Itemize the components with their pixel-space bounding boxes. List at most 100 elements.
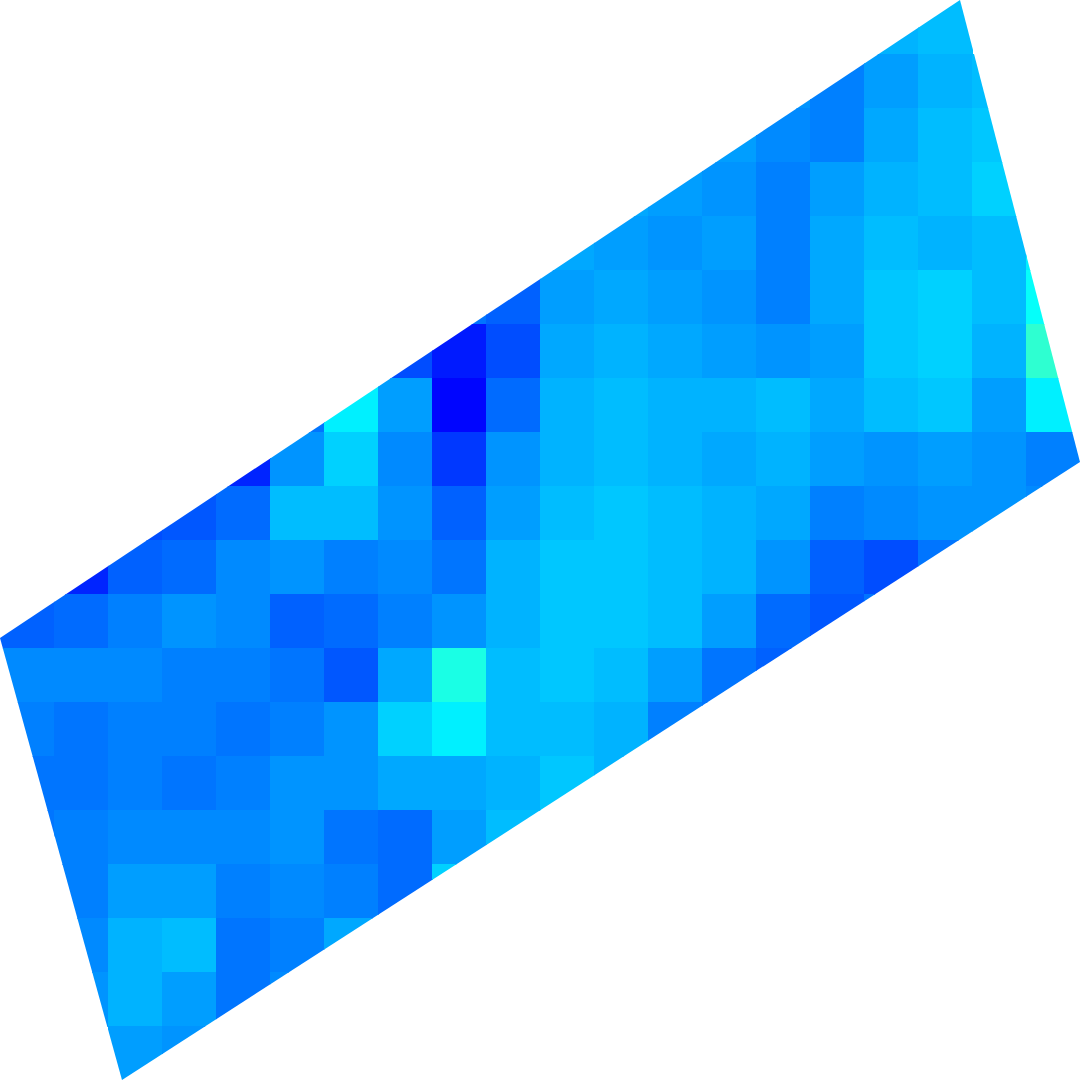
cell [162,1026,217,1080]
cell [648,432,703,487]
cell [594,702,649,757]
cell [324,540,379,595]
cell [378,702,433,757]
cell [162,702,217,757]
cell [108,648,163,703]
cell [972,216,1027,271]
cell [540,486,595,541]
cell [270,810,325,865]
cell [756,54,811,109]
cell [972,378,1027,433]
cell [648,540,703,595]
cell [486,486,541,541]
cell [1026,324,1080,379]
cell [270,648,325,703]
cell [108,864,163,919]
cell [702,540,757,595]
cell [810,378,865,433]
cell [216,810,271,865]
cell [972,270,1027,325]
cell [108,702,163,757]
cell [216,432,271,487]
cell [540,540,595,595]
cell [864,108,919,163]
cell [540,378,595,433]
cell [756,108,811,163]
cell [162,594,217,649]
cell [864,594,919,649]
cell [378,540,433,595]
cell [594,594,649,649]
cell [378,486,433,541]
cell [702,648,757,703]
cell [162,972,217,1027]
cell [702,216,757,271]
cell [0,810,55,865]
cell [756,216,811,271]
cell [972,162,1027,217]
cell [162,810,217,865]
cell [864,378,919,433]
cell [432,648,487,703]
cell [810,108,865,163]
cell [162,918,217,973]
cell [864,486,919,541]
cell [918,270,973,325]
cell [810,432,865,487]
cell [270,486,325,541]
cell [54,648,109,703]
cell [918,54,973,109]
cell [918,378,973,433]
cell [702,108,757,163]
cell [432,270,487,325]
cell [540,594,595,649]
cell [486,810,541,865]
cell [270,972,325,1027]
cell [810,54,865,109]
cell [594,540,649,595]
cell [324,864,379,919]
cell [216,864,271,919]
cell [864,540,919,595]
cell [486,702,541,757]
cell [324,810,379,865]
cell [432,432,487,487]
cell [108,1026,163,1080]
cell [378,324,433,379]
cell [324,486,379,541]
cell [756,324,811,379]
cell [378,756,433,811]
cell [810,270,865,325]
cell [756,432,811,487]
cell [486,432,541,487]
cell [648,378,703,433]
cell [594,270,649,325]
cell [486,594,541,649]
cell [864,324,919,379]
cell [972,432,1027,487]
cell [702,270,757,325]
cell [216,648,271,703]
cell [324,702,379,757]
cell [486,270,541,325]
cell [756,648,811,703]
cell [918,162,973,217]
cell [324,594,379,649]
cell [864,54,919,109]
cell [432,378,487,433]
cell [756,540,811,595]
cell [432,702,487,757]
cell [594,324,649,379]
cell [54,540,109,595]
cell [594,216,649,271]
cell [864,432,919,487]
cell [918,324,973,379]
cell [108,918,163,973]
cell [648,216,703,271]
cell [810,324,865,379]
cell [324,918,379,973]
cell [810,486,865,541]
cell [54,864,109,919]
cell [108,972,163,1027]
cell [270,432,325,487]
